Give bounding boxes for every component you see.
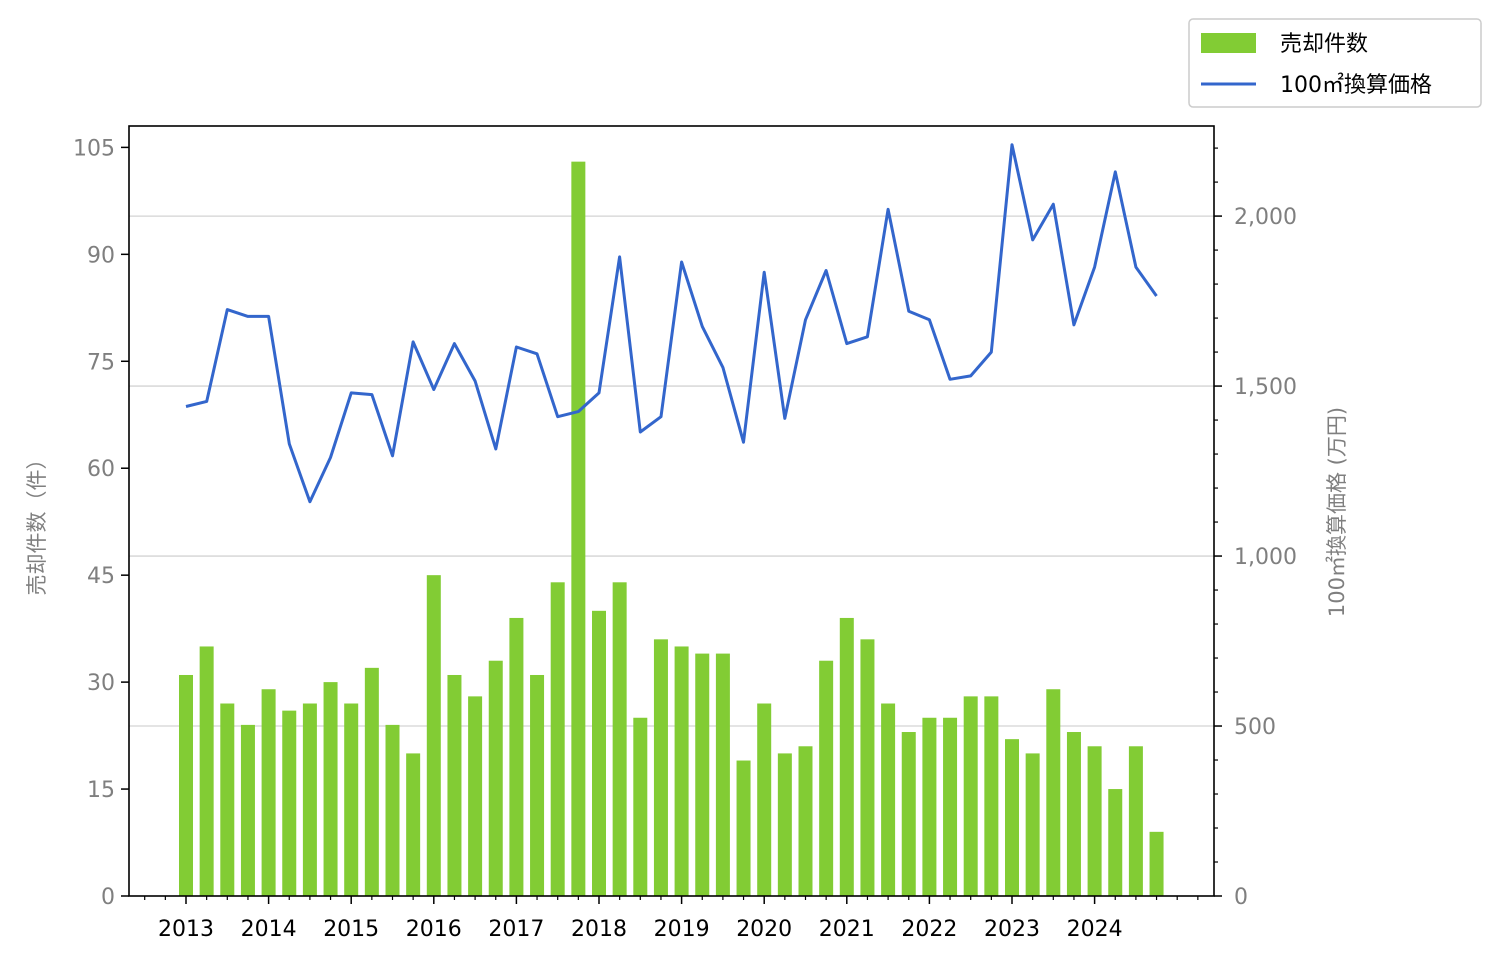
- bar: [1087, 746, 1102, 896]
- left-axis-title: 売却件数（件）: [25, 449, 49, 596]
- x-tick-label: 2019: [654, 917, 710, 942]
- bar: [447, 674, 462, 896]
- x-tick-label: 2016: [406, 917, 462, 942]
- bar: [571, 161, 586, 897]
- bar: [963, 696, 978, 896]
- right-tick-label: 1,000: [1234, 545, 1297, 570]
- bar: [819, 660, 834, 896]
- bar: [612, 582, 627, 896]
- left-tick-label: 45: [87, 564, 115, 589]
- bar: [468, 696, 483, 896]
- x-axis: 2013 2014 2015 2016 2017 2018 2019 2020 2021 2022…: [144, 896, 1199, 942]
- x-tick-label: 2021: [819, 917, 875, 942]
- bar: [1005, 739, 1019, 896]
- x-tick-label: 2018: [571, 917, 627, 942]
- bar: [653, 639, 668, 896]
- x-tick-label: 2015: [323, 917, 379, 942]
- left-tick-label: 105: [73, 136, 115, 161]
- plot-frame: [128, 125, 1215, 897]
- bar: [199, 646, 214, 896]
- grid-lines: [129, 215, 1214, 727]
- left-axis: 0 15 30 45 60 75 90 105: [73, 136, 129, 910]
- line-series: [185, 143, 1158, 504]
- legend-bar-swatch: [1201, 33, 1256, 53]
- bar: [426, 575, 441, 896]
- bar: [943, 717, 958, 896]
- price-line: [185, 143, 1158, 504]
- bar: [1046, 689, 1061, 896]
- bar: [715, 653, 730, 896]
- legend-label-line: 100㎡換算価格: [1280, 72, 1432, 98]
- bar: [757, 703, 772, 896]
- bar: [509, 617, 524, 896]
- bar: [922, 717, 937, 896]
- legend-label-bar: 売却件数: [1280, 32, 1368, 57]
- x-tick-label: 2020: [736, 917, 792, 942]
- bar: [1149, 831, 1164, 896]
- bar: [406, 753, 421, 896]
- bar: [302, 703, 317, 896]
- legend: 売却件数 100㎡換算価格: [1188, 18, 1482, 108]
- bar: [860, 639, 875, 896]
- bar: [633, 717, 648, 896]
- bar: [550, 582, 565, 896]
- bar: [984, 696, 999, 896]
- x-tick-label: 2023: [984, 917, 1040, 942]
- left-tick-label: 0: [101, 885, 115, 910]
- bar: [220, 703, 235, 896]
- bar: [323, 682, 338, 896]
- bar: [385, 724, 400, 896]
- bar: [839, 617, 854, 896]
- bar: [240, 724, 255, 896]
- bar: [1108, 789, 1123, 896]
- bar: [798, 746, 813, 896]
- bar: [1066, 732, 1081, 896]
- bar-series: [179, 161, 1164, 897]
- x-tick-label: 2014: [241, 917, 297, 942]
- bar: [592, 610, 606, 896]
- bar: [1128, 746, 1143, 896]
- bar: [364, 667, 379, 896]
- bar: [901, 732, 916, 896]
- legend-box: [1188, 18, 1482, 108]
- x-tick-label: 2017: [488, 917, 544, 942]
- bar: [261, 689, 276, 896]
- bar: [674, 646, 689, 896]
- x-tick-label: 2013: [158, 917, 214, 942]
- left-tick-label: 30: [87, 671, 115, 696]
- bar: [282, 710, 297, 896]
- left-tick-label: 15: [87, 778, 115, 803]
- bar: [881, 703, 896, 896]
- left-tick-label: 90: [87, 243, 115, 268]
- bar: [530, 674, 545, 896]
- left-tick-label: 75: [87, 350, 115, 375]
- left-tick-label: 60: [87, 457, 115, 482]
- bar: [777, 753, 792, 896]
- x-tick-label: 2024: [1067, 917, 1123, 942]
- bar: [695, 653, 710, 896]
- bar: [488, 660, 503, 896]
- bar: [179, 674, 193, 896]
- right-tick-label: 2,000: [1234, 205, 1297, 230]
- bar: [344, 703, 359, 896]
- bar: [1025, 753, 1040, 896]
- bar: [736, 760, 751, 896]
- right-tick-label: 1,500: [1234, 375, 1297, 400]
- x-tick-label: 2022: [901, 917, 957, 942]
- right-axis-title: 100㎡換算価格 (万円): [1325, 407, 1349, 617]
- right-axis: 0 500 1,000 1,500 2,000: [1214, 147, 1297, 910]
- right-tick-label: 500: [1234, 715, 1276, 740]
- right-tick-label: 0: [1234, 885, 1248, 910]
